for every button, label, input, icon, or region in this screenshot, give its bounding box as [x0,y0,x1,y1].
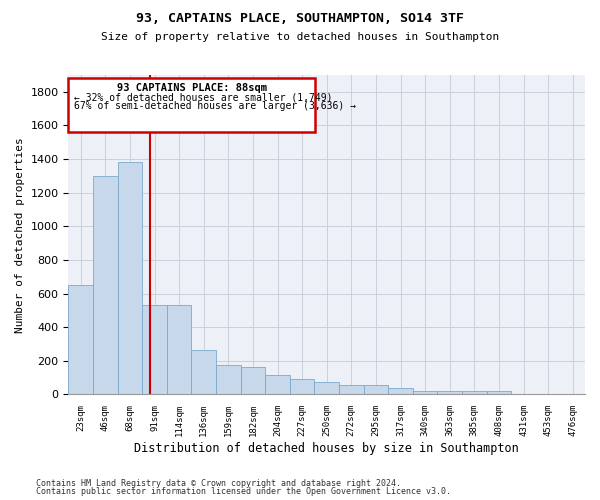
Bar [191,350,216,395]
Bar [118,162,142,394]
Text: 67% of semi-detached houses are larger (3,636) →: 67% of semi-detached houses are larger (… [74,101,356,111]
Bar [167,306,191,394]
Bar [364,385,388,394]
Bar [339,385,364,394]
FancyBboxPatch shape [68,78,315,132]
Bar [413,391,437,394]
Text: 93 CAPTAINS PLACE: 88sqm: 93 CAPTAINS PLACE: 88sqm [116,82,266,92]
Bar [265,375,290,394]
Bar [487,391,511,394]
Bar [388,388,413,394]
Text: Size of property relative to detached houses in Southampton: Size of property relative to detached ho… [101,32,499,42]
X-axis label: Distribution of detached houses by size in Southampton: Distribution of detached houses by size … [134,442,519,455]
Bar [437,391,462,394]
Bar [142,306,167,394]
Bar [216,365,241,394]
Bar [314,382,339,394]
Bar [290,380,314,394]
Y-axis label: Number of detached properties: Number of detached properties [15,137,25,332]
Text: Contains HM Land Registry data © Crown copyright and database right 2024.: Contains HM Land Registry data © Crown c… [36,478,401,488]
Bar [462,391,487,394]
Text: ← 32% of detached houses are smaller (1,749): ← 32% of detached houses are smaller (1,… [74,92,332,102]
Text: Contains public sector information licensed under the Open Government Licence v3: Contains public sector information licen… [36,487,451,496]
Bar [241,366,265,394]
Text: 93, CAPTAINS PLACE, SOUTHAMPTON, SO14 3TF: 93, CAPTAINS PLACE, SOUTHAMPTON, SO14 3T… [136,12,464,26]
Bar [68,285,93,395]
Bar [93,176,118,394]
